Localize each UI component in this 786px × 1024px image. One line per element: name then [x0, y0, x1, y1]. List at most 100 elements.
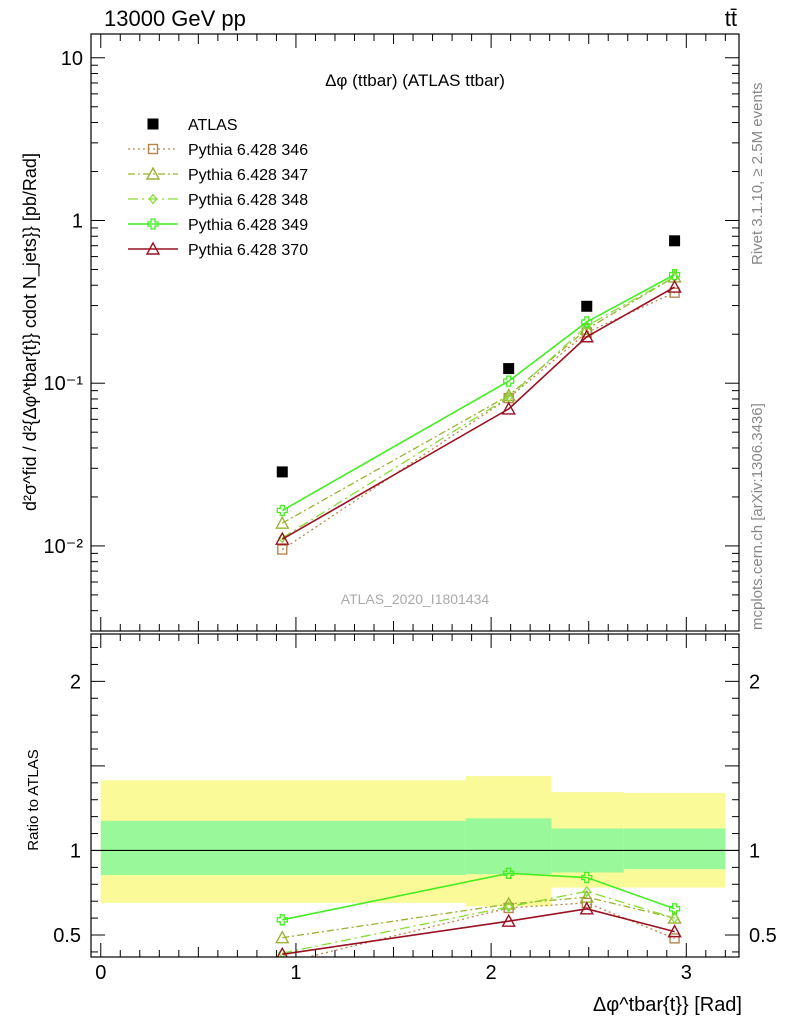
uncertainty-band-inner [100, 820, 466, 875]
analysis-tag: ATLAS_2020_I1801434 [341, 591, 490, 607]
x-tick-label: 2 [486, 962, 497, 984]
data-point [667, 279, 682, 293]
series-pythia-6-428-348 [277, 271, 679, 544]
legend-marker [147, 218, 159, 230]
data-point [668, 268, 681, 281]
series-line [281, 276, 675, 539]
ratio-x-ticks: 0 1 2 3 [95, 634, 726, 984]
main-series [275, 235, 682, 555]
header-process: tt̄ [725, 6, 737, 31]
ratio-point [501, 913, 516, 927]
ratio-point [667, 924, 682, 938]
legend-label: Pythia 6.428 349 [188, 217, 308, 234]
main-panel: Δφ (ttbar) (ATLAS ttbar) ATLAS_2020_I180… [20, 33, 740, 632]
ratio-point [579, 901, 594, 915]
legend-item: Pythia 6.428 349 [128, 217, 308, 234]
ratio-point [503, 867, 515, 879]
data-point [579, 329, 594, 343]
ratio-point [278, 959, 287, 968]
data-point [276, 466, 288, 478]
legend-marker [145, 166, 161, 180]
data-point [277, 544, 288, 555]
mcplots-label: mcplots.cern.ch [arXiv:1306.3436] [749, 403, 766, 630]
legend-marker [147, 118, 159, 130]
rivet-label: Rivet 3.1.10, ≥ 2.5M events [749, 83, 766, 266]
ratio-point [581, 897, 592, 909]
ratio-line [305, 902, 675, 957]
data-point [669, 235, 681, 247]
uncertainty-band-inner [623, 828, 726, 870]
ratio-point [670, 912, 679, 924]
ratio-line [282, 907, 675, 956]
x-axis-label: Δφ^tbar{t}} [Rad] [593, 994, 742, 1016]
ratio-line [282, 872, 675, 921]
ratio-point [504, 901, 514, 913]
main-title: Δφ (ttbar) (ATLAS ttbar) [325, 71, 505, 90]
ratio-point [581, 871, 593, 884]
series-pythia-6-428-349 [276, 268, 681, 517]
y-tick-label: 10 [61, 48, 83, 70]
legend-item: Pythia 6.428 347 [128, 166, 308, 184]
ratio-frame [90, 633, 740, 958]
legend-item: Pythia 6.428 348 [128, 192, 308, 209]
ratio-point [669, 933, 680, 944]
ratio-series-pythia-6-428-370 [276, 901, 682, 957]
y-tick-label: 1 [70, 840, 81, 862]
data-point [501, 388, 516, 402]
series-atlas [276, 235, 681, 478]
data-point [581, 300, 593, 312]
data-point [276, 504, 288, 517]
ratio-point [276, 946, 288, 957]
series-line [281, 292, 675, 551]
ratio-y-ticks: 0.5 0.5 1 1 2 2 [53, 647, 777, 953]
uncertainty-band-inner [465, 818, 552, 875]
series-line [281, 273, 675, 512]
legend-label: ATLAS [188, 117, 238, 134]
legend-item: Pythia 6.428 370 [128, 241, 308, 259]
series-pythia-6-428-346 [277, 287, 680, 555]
ratio-point [668, 903, 681, 915]
series-pythia-6-428-347 [275, 269, 682, 529]
data-point [275, 515, 290, 529]
legend-label: Pythia 6.428 347 [188, 167, 308, 184]
y-tick-label: 2 [70, 671, 81, 693]
y-tick-label: 0.5 [749, 925, 777, 947]
ratio-y-axis-label: Ratio to ATLAS [25, 749, 42, 850]
legend-item: Pythia 6.428 346 [128, 142, 308, 159]
series-line [281, 286, 675, 540]
legend-marker [147, 143, 159, 155]
legend-marker [148, 193, 158, 205]
main-frame [90, 33, 740, 632]
x-tick-label: 0 [95, 962, 106, 984]
x-tick-label: 3 [681, 962, 692, 984]
legend-marker [145, 241, 161, 255]
ratio-point [275, 930, 290, 944]
ratio-point [501, 896, 516, 910]
data-point [275, 531, 290, 545]
ratio-bands [91, 776, 739, 907]
legend-label: Pythia 6.428 346 [188, 142, 308, 159]
data-point [581, 316, 593, 328]
ratio-point [582, 885, 592, 897]
y-tick-label: 1 [749, 840, 760, 862]
series-pythia-6-428-370 [275, 279, 682, 545]
data-point [503, 375, 515, 387]
x-tick-label: 1 [290, 962, 301, 984]
y-tick-label: 1 [72, 210, 83, 232]
data-point [503, 363, 515, 375]
y-tick-label: 10⁻¹ [44, 373, 84, 395]
data-point [501, 401, 516, 415]
main-y-axis-label: d²σ^fid / d²{Δφ^tbar{t}} cdot N_jets}} [… [20, 153, 41, 511]
ratio-point [276, 914, 288, 926]
ratio-line [282, 890, 675, 954]
series-line [281, 276, 675, 524]
ratio-panel: 0.5 0.5 1 1 2 2 0 1 2 3 Ratio to ATLAS Δφ^tbar{t… [25, 633, 777, 1016]
y-tick-label: 0.5 [53, 925, 81, 947]
legend-label: Pythia 6.428 370 [188, 242, 308, 259]
legend-label: Pythia 6.428 348 [188, 192, 308, 209]
main-x-ticks [100, 34, 726, 631]
main-y-ticks: 10⁻² 10⁻¹ 1 10 [44, 48, 739, 632]
ratio-series-pythia-6-428-349 [276, 867, 681, 926]
header-collision: 13000 GeV pp [104, 6, 246, 31]
